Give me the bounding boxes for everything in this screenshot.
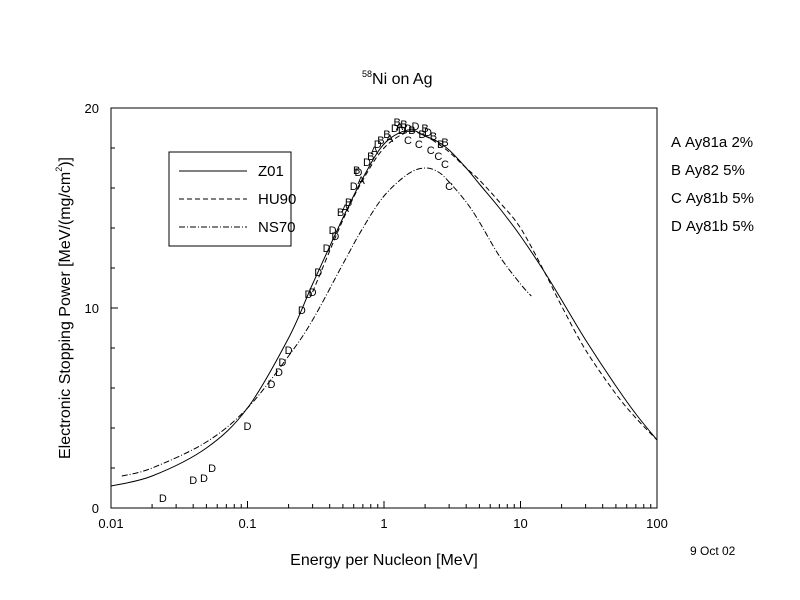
reference-entry: A Ay81a 2% (671, 134, 753, 151)
series-curves (111, 129, 657, 487)
data-point-b: B (441, 137, 448, 149)
data-point-a: A (396, 121, 404, 133)
reference-entry: C Ay81b 5% (671, 190, 754, 207)
y-tick-label: 20 (85, 101, 99, 116)
data-point-b: B (400, 119, 407, 131)
x-tick-label: 1 (380, 516, 387, 531)
data-point-d: D (278, 357, 286, 369)
legend: Z01 HU90 NS70 (168, 151, 296, 247)
data-point-d: D (374, 139, 382, 151)
data-point-c: C (441, 159, 449, 171)
data-point-d: D (244, 421, 252, 433)
x-tick-label: 100 (646, 516, 668, 531)
series-line-z01 (111, 129, 657, 487)
data-point-a: A (386, 133, 394, 145)
data-point-d: D (305, 289, 313, 301)
y-axis-label-sup: 2 (54, 167, 64, 172)
x-tick-label: 10 (513, 516, 527, 531)
data-point-b: B (377, 135, 384, 147)
data-point-c: C (404, 135, 412, 147)
reference-text: Ay81b 5% (686, 190, 754, 207)
data-point-b: B (383, 129, 390, 141)
data-point-c: C (445, 181, 453, 193)
data-point-d: D (189, 475, 197, 487)
data-point-b: B (418, 129, 425, 141)
data-point-d: D (363, 157, 371, 169)
reference-entry: B Ay82 5% (671, 162, 745, 179)
reference-letter: A (671, 134, 681, 151)
series-line-ns70 (121, 167, 532, 477)
data-point-d: D (314, 267, 322, 279)
reference-list: A Ay81a 2%B Ay82 5%C Ay81b 5%D Ay81b 5% (671, 134, 754, 235)
data-point-b: B (337, 207, 344, 219)
data-point-a: A (342, 203, 350, 215)
data-point-b: B (421, 123, 428, 135)
y-tick-label: 0 (92, 501, 99, 516)
x-axis-ticks: 0.01 0.1 1 10 100 (98, 501, 668, 531)
title-text: Ni on Ag (372, 71, 432, 88)
data-point-b: B (345, 197, 352, 209)
data-point-a: A (357, 175, 365, 187)
reference-text: Ay81b 5% (686, 218, 754, 235)
data-point-b: B (430, 131, 437, 143)
data-point-a: A (371, 145, 379, 157)
chart-title: 58Ni on Ag (362, 69, 433, 88)
date-stamp: 9 Oct 02 (690, 544, 736, 558)
data-point-d: D (285, 345, 293, 357)
data-point-d: D (208, 463, 216, 475)
data-point-d: D (354, 167, 362, 179)
y-tick-label: 10 (85, 301, 99, 316)
legend-label-z01: Z01 (258, 163, 284, 180)
x-tick-label: 0.1 (238, 516, 256, 531)
data-point-d: D (350, 181, 358, 193)
data-point-b: B (394, 117, 401, 129)
data-point-d: D (331, 231, 339, 243)
title-mass-number: 58 (362, 69, 372, 79)
data-point-d: D (398, 125, 406, 137)
data-point-d: D (268, 379, 276, 391)
data-point-d: D (159, 493, 167, 505)
data-point-b: B (408, 125, 415, 137)
data-point-d: D (404, 123, 412, 135)
legend-label-ns70: NS70 (258, 219, 296, 236)
data-points: DD DDDDDDDDDDDDDDBABDBDADBADBBADBADBDCBDC… (159, 117, 453, 505)
y-axis-label-main: Electronic Stopping Power [MeV/(mg/cm (57, 172, 74, 459)
data-point-b: B (353, 165, 360, 177)
reference-letter: C (671, 190, 682, 207)
y-axis-label: Electronic Stopping Power [MeV/(mg/cm2)] (54, 157, 74, 459)
reference-entry: D Ay81b 5% (671, 218, 754, 235)
data-point-d: D (411, 121, 419, 133)
data-point-d: D (200, 473, 208, 485)
data-point-c: C (415, 139, 423, 151)
reference-letter: D (671, 218, 682, 235)
legend-label-hu90: HU90 (258, 191, 296, 208)
y-axis-label-close: )] (57, 157, 74, 167)
data-point-d: D (323, 243, 331, 255)
series-line-hu90 (312, 131, 657, 441)
reference-text: Ay81a 2% (685, 134, 753, 151)
data-point-d: D (298, 305, 306, 317)
data-point-c: C (427, 145, 435, 157)
data-point-d: D (329, 225, 337, 237)
reference-letter: B (671, 162, 681, 179)
data-point-b: B (437, 139, 444, 151)
data-point-d: D (275, 367, 283, 379)
data-point-d: D (309, 287, 317, 299)
data-point-d: D (424, 127, 432, 139)
x-axis-label: Energy per Nucleon [MeV] (290, 552, 478, 569)
y-axis-ticks: 0 10 20 (85, 101, 118, 516)
x-tick-label: 0.01 (98, 516, 123, 531)
data-point-d: D (391, 123, 399, 135)
data-point-b: B (367, 151, 374, 163)
reference-text: Ay82 5% (685, 162, 745, 179)
data-point-c: C (434, 151, 442, 163)
